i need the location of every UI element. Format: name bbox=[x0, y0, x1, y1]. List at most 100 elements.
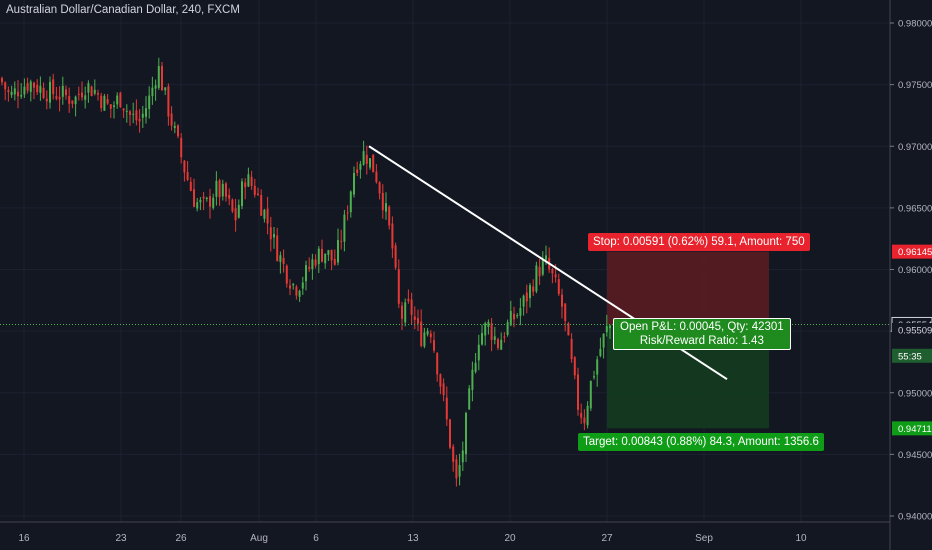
y-tick-label: 0.94000 bbox=[898, 512, 932, 523]
candle-body bbox=[573, 357, 576, 376]
candle-body bbox=[477, 344, 480, 361]
candle-body bbox=[551, 268, 554, 274]
candle-body bbox=[122, 108, 125, 111]
candle-body bbox=[465, 412, 467, 455]
price-badge bbox=[892, 348, 932, 363]
candle-body bbox=[599, 348, 602, 356]
time-axis[interactable]: 16 23 26 Aug 6 13 20 27 Sep 10 bbox=[0, 521, 890, 544]
candle-body bbox=[173, 125, 176, 129]
x-tick-label: 20 bbox=[504, 533, 516, 544]
candle-body bbox=[340, 240, 343, 242]
candle-body bbox=[218, 180, 221, 198]
candle-body bbox=[241, 181, 243, 207]
candle-body bbox=[481, 332, 483, 345]
candle-body bbox=[193, 189, 195, 207]
candle-body bbox=[29, 81, 32, 92]
candle-body bbox=[202, 196, 205, 199]
candle-body bbox=[449, 419, 451, 448]
candle-body bbox=[49, 81, 51, 103]
candle-body bbox=[532, 286, 535, 292]
candle-body bbox=[177, 125, 179, 137]
candle-body bbox=[570, 338, 573, 360]
candle-body bbox=[359, 163, 362, 170]
candle-body bbox=[292, 284, 295, 286]
candle-body bbox=[397, 269, 400, 304]
candle-body bbox=[564, 303, 567, 322]
pnl-label[interactable]: Open P&L: 0.00045, Qty: 42301 Risk/Rewar… bbox=[613, 318, 791, 350]
candle-body bbox=[404, 302, 407, 323]
candle-body bbox=[42, 87, 45, 99]
candle-body bbox=[237, 204, 240, 218]
candle-body bbox=[164, 87, 167, 91]
candle-body bbox=[1, 78, 3, 83]
candle-body bbox=[593, 376, 595, 378]
candle-body bbox=[244, 182, 247, 188]
candle-body bbox=[13, 88, 16, 95]
price-badge-label: 0.96145 bbox=[898, 247, 932, 258]
x-tick-label: 16 bbox=[18, 533, 30, 544]
candle-body bbox=[93, 89, 96, 94]
candle-body bbox=[583, 417, 586, 424]
candle-body bbox=[503, 336, 506, 338]
candle-body bbox=[250, 176, 253, 187]
candle-body bbox=[372, 154, 375, 173]
candle-body bbox=[433, 340, 435, 351]
candle-body bbox=[330, 249, 333, 261]
candle-body bbox=[317, 248, 320, 265]
candle-body bbox=[426, 331, 429, 335]
y-tick-label: 0.96500 bbox=[898, 203, 932, 214]
candle-body bbox=[298, 290, 301, 297]
candle-body bbox=[538, 266, 541, 277]
price-badge bbox=[892, 244, 932, 259]
x-tick-label: 10 bbox=[795, 533, 807, 544]
candle-body bbox=[487, 321, 490, 327]
candle-body bbox=[135, 110, 138, 121]
candle-body bbox=[74, 96, 77, 105]
candle-body bbox=[391, 223, 394, 249]
y-tick-label: 0.98000 bbox=[898, 19, 932, 30]
candle-body bbox=[484, 323, 487, 336]
price-badge-label: 55:35 bbox=[898, 351, 922, 362]
stop-label[interactable]: Stop: 0.00591 (0.62%) 59.1, Amount: 750 bbox=[588, 233, 810, 251]
candle-body bbox=[375, 171, 378, 183]
candle-body bbox=[545, 255, 547, 260]
candle-body bbox=[353, 172, 355, 195]
candle-body bbox=[609, 325, 611, 329]
candle-body bbox=[474, 362, 477, 372]
candle-body bbox=[215, 180, 218, 197]
x-tick-label: 26 bbox=[175, 533, 187, 544]
candle-body bbox=[445, 397, 448, 420]
candle-body bbox=[279, 255, 282, 262]
candle-body bbox=[295, 286, 298, 296]
target-label[interactable]: Target: 0.00843 (0.88%) 84.3, Amount: 13… bbox=[578, 433, 824, 451]
candle-body bbox=[33, 82, 35, 88]
x-tick-label: 6 bbox=[313, 533, 319, 544]
price-badge bbox=[892, 323, 932, 338]
candle-body bbox=[196, 202, 199, 209]
candle-body bbox=[129, 111, 131, 115]
candle-body bbox=[273, 234, 275, 238]
candle-body bbox=[394, 245, 397, 268]
candle-body bbox=[132, 113, 135, 115]
candle-body bbox=[55, 96, 58, 99]
candle-body bbox=[113, 105, 115, 108]
candle-body bbox=[522, 295, 525, 307]
candle-body bbox=[186, 172, 189, 180]
candle-body bbox=[276, 235, 279, 261]
candle-body bbox=[228, 194, 231, 199]
candle-body bbox=[119, 92, 122, 108]
candle-body bbox=[212, 197, 215, 208]
candle-body bbox=[493, 336, 496, 340]
candle-body bbox=[455, 459, 458, 479]
candle-body bbox=[337, 240, 339, 263]
candle-body bbox=[365, 154, 368, 164]
candle-body bbox=[199, 199, 202, 203]
price-axis[interactable]: 0.98000 0.97500 0.97000 0.96500 0.96000 0.955… bbox=[889, 0, 932, 550]
candle-body bbox=[519, 307, 522, 316]
candle-body bbox=[125, 110, 128, 112]
candle-body bbox=[263, 209, 266, 219]
candle-body bbox=[577, 374, 579, 410]
candle-body bbox=[282, 257, 285, 264]
candle-body bbox=[362, 151, 365, 165]
